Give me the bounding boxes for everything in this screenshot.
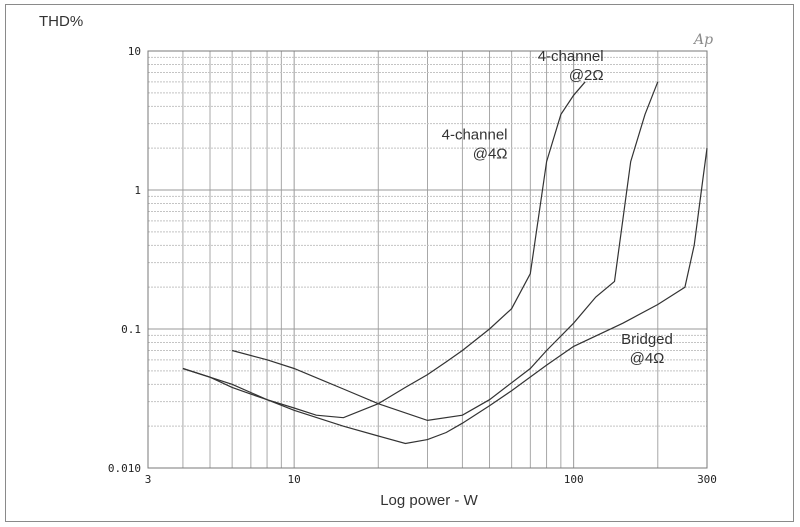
- x-tick-label: 10: [288, 473, 301, 486]
- chart-frame: 3 10 100 300 10 1 0.1 0.010 4-channel @2Ω 4-chann…: [5, 4, 794, 522]
- y-tick-label: 1: [134, 184, 141, 197]
- annotations: 4-channel @2Ω 4-channel @4Ω Bridged @4Ω: [442, 48, 673, 367]
- y-tick-label: 0.010: [108, 462, 141, 475]
- series-group: [182, 81, 708, 445]
- y-tick-label: 10: [128, 45, 141, 58]
- series-annotation-3: Bridged @4Ω: [621, 331, 673, 367]
- y-tick-label: 0.1: [121, 323, 141, 336]
- series-annotation-1: 4-channel @2Ω: [538, 48, 604, 84]
- plot-border: [147, 50, 708, 469]
- series-annotation-2: 4-channel @4Ω: [442, 127, 508, 163]
- ap-logo: Ap: [692, 32, 713, 48]
- tick-labels: 3 10 100 300 10 1 0.1 0.010: [108, 45, 717, 486]
- x-tick-label: 100: [564, 473, 584, 486]
- grid: [147, 50, 708, 469]
- y-axis-label: THD%: [39, 13, 83, 30]
- series-line-3: [182, 148, 708, 445]
- series-line-1: [182, 81, 586, 419]
- series-line-2: [231, 81, 659, 422]
- x-tick-label: 3: [145, 473, 152, 486]
- x-axis-label: Log power - W: [380, 492, 478, 509]
- x-tick-label: 300: [697, 473, 717, 486]
